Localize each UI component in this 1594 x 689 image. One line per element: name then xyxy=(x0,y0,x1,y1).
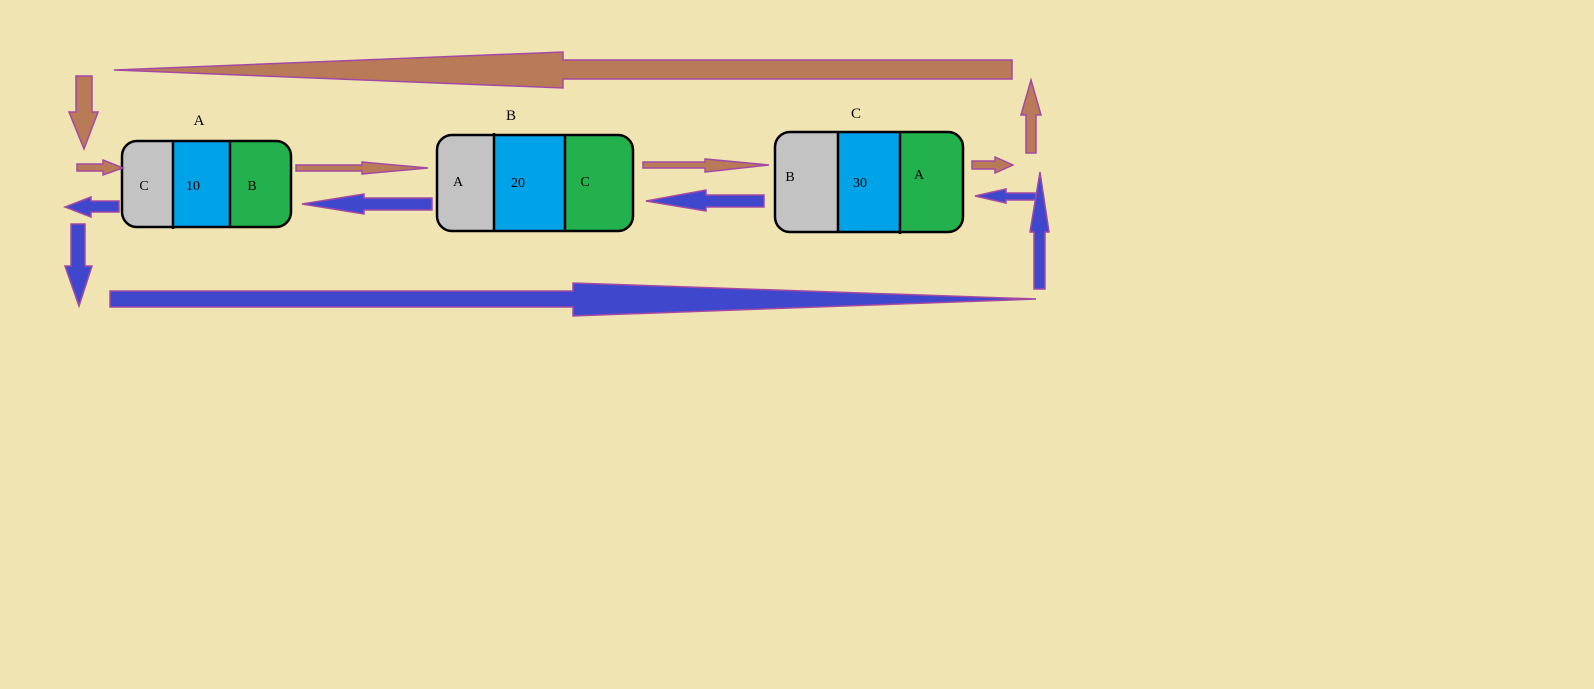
node-b-data-cell xyxy=(494,135,565,231)
wrap-arrow-c-up xyxy=(1021,80,1041,153)
node-c-label: C xyxy=(851,106,861,122)
wrap-arrow-down-into-a xyxy=(69,76,98,149)
node-a-data-cell xyxy=(173,141,230,227)
arrow-c-to-b xyxy=(646,190,764,211)
arrow-out-of-node-c xyxy=(972,157,1013,173)
wrap-arrow-a-down xyxy=(65,224,92,306)
node-b-prev-value: A xyxy=(453,175,464,190)
node-a-next-cell xyxy=(230,141,291,227)
node-a: A C 10 B xyxy=(122,113,291,229)
node-c-data-value: 30 xyxy=(853,176,867,191)
wrap-arrow-back-to-a xyxy=(114,52,1012,88)
node-c-prev-value: B xyxy=(785,170,794,185)
node-b: B A 20 C xyxy=(437,108,633,231)
node-c-next-value: A xyxy=(914,168,925,183)
node-a-data-value: 10 xyxy=(186,179,200,194)
node-a-next-value: B xyxy=(247,179,256,194)
node-c-data-cell xyxy=(838,132,900,232)
node-c-next-cell xyxy=(900,132,963,232)
node-b-box xyxy=(437,133,633,231)
arrow-into-node-c xyxy=(975,189,1036,203)
node-b-data-value: 20 xyxy=(511,176,525,191)
arrow-a-to-b xyxy=(296,162,428,174)
arrow-out-of-node-a xyxy=(65,197,119,217)
node-b-label: B xyxy=(506,108,516,124)
arrow-into-node-a xyxy=(77,160,123,175)
node-b-prev-cell xyxy=(437,135,494,231)
wrap-arrow-forward-to-c xyxy=(110,283,1036,316)
node-c-box xyxy=(775,132,963,234)
arrow-b-to-c xyxy=(643,159,769,172)
wrap-arrow-up-into-c xyxy=(1030,172,1049,289)
node-b-next-cell xyxy=(565,135,633,231)
node-c: C B 30 A xyxy=(775,106,963,234)
node-b-next-value: C xyxy=(580,175,589,190)
arrow-b-to-a xyxy=(302,194,432,214)
node-a-label: A xyxy=(194,113,205,129)
node-a-prev-value: C xyxy=(139,179,148,194)
